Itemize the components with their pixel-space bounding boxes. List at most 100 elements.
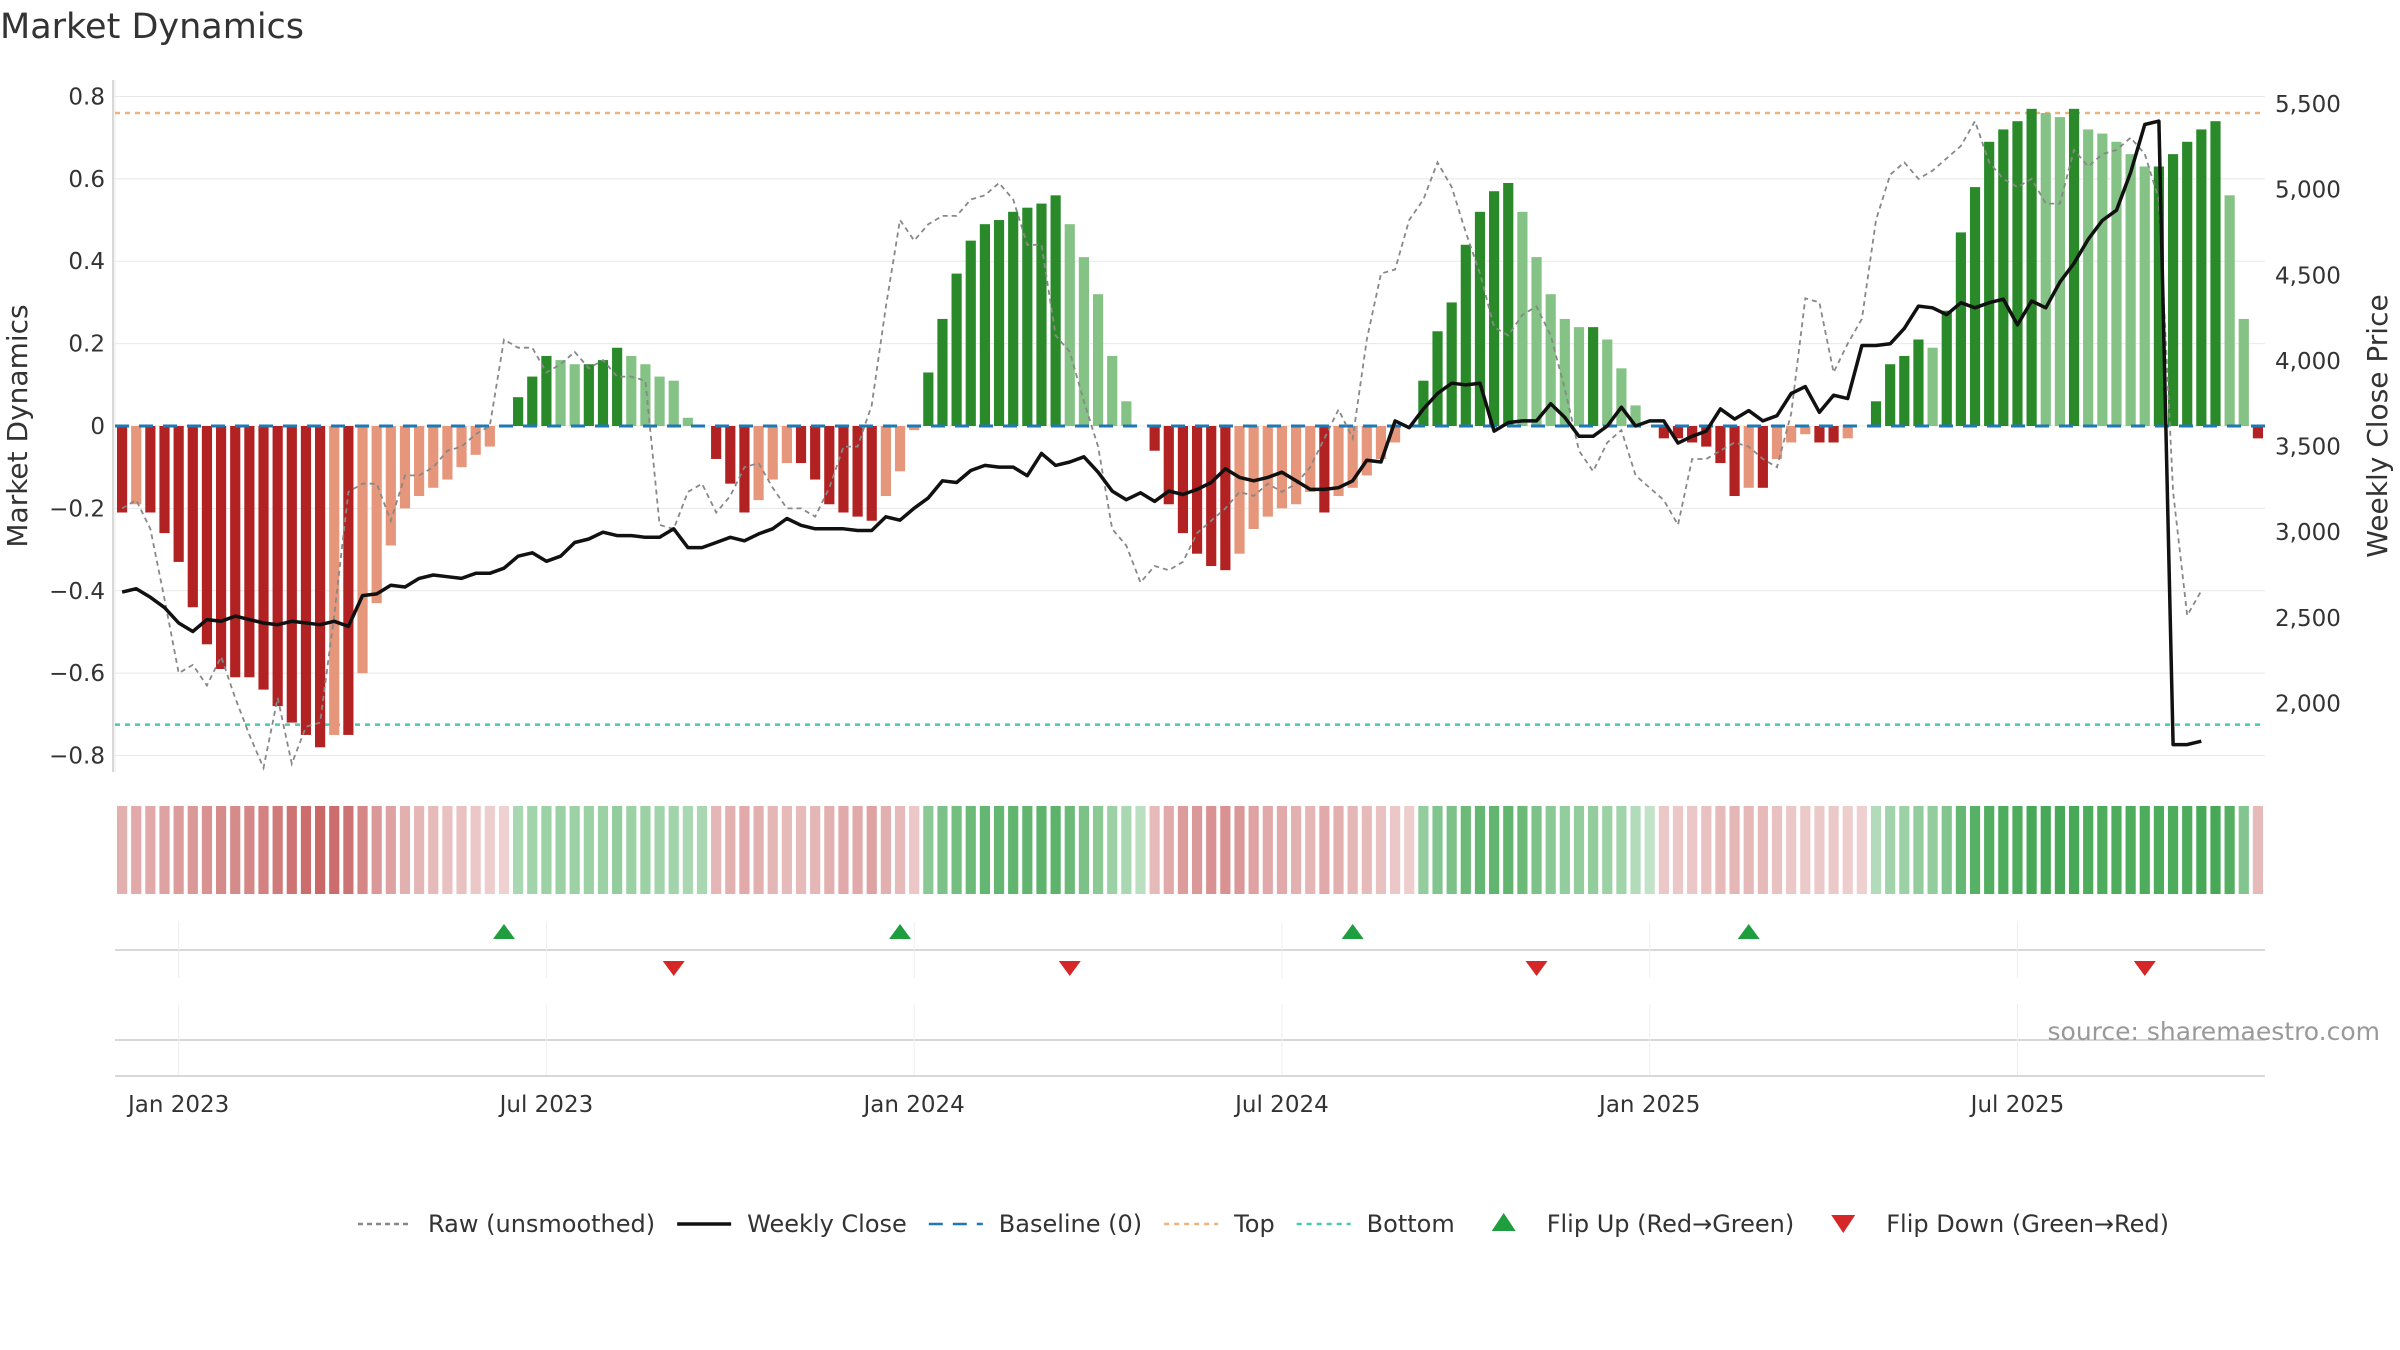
band-cell: [866, 806, 877, 894]
band-cell: [654, 806, 665, 894]
band-cell: [993, 806, 1005, 894]
band-cell: [979, 806, 990, 894]
band-cell: [442, 806, 453, 894]
md-bar: [1984, 141, 1995, 427]
md-bar: [725, 426, 736, 484]
md-bar: [1050, 195, 1061, 426]
md-bar: [1064, 224, 1075, 426]
md-bar: [1418, 380, 1429, 426]
band-cell: [711, 806, 722, 894]
band-cell: [2012, 806, 2023, 894]
md-bar: [1786, 426, 1797, 443]
band-cell: [1460, 806, 1471, 894]
md-bar: [1531, 257, 1542, 426]
band-cell: [1064, 806, 1075, 894]
x-tick-label: Jul 2025: [1969, 1092, 2065, 1118]
band-cell: [484, 806, 495, 894]
band-cell: [315, 806, 326, 894]
md-bar: [569, 364, 580, 426]
md-bar: [145, 426, 156, 513]
band-cell: [824, 806, 835, 894]
band-cell: [1616, 806, 1627, 894]
band-cell: [2111, 806, 2122, 894]
md-bar: [116, 426, 128, 513]
band-cell: [1602, 806, 1613, 894]
md-bar: [1361, 426, 1372, 476]
band-cell: [1630, 806, 1641, 894]
band-cell: [1191, 806, 1203, 894]
band-cell: [1729, 806, 1740, 894]
legend-label: Weekly Close: [747, 1210, 907, 1238]
md-bar: [1319, 426, 1330, 513]
md-bar: [1870, 401, 1882, 426]
md-bar: [1163, 426, 1174, 505]
md-bar: [1517, 211, 1528, 426]
md-bar: [244, 426, 255, 678]
md-bar: [357, 426, 368, 674]
band-cell: [1503, 806, 1514, 894]
lines-layer: [115, 119, 2265, 771]
band-cell: [2196, 806, 2207, 894]
band-cell: [286, 806, 297, 894]
legend-item-bottom[interactable]: Bottom: [1296, 1210, 1455, 1238]
band-cell: [1743, 806, 1754, 894]
band-cell: [2068, 806, 2080, 894]
md-bar: [682, 417, 693, 426]
md-bar: [315, 426, 326, 748]
band-cell: [1842, 806, 1853, 894]
band-cell: [696, 806, 708, 894]
md-bar: [1672, 426, 1684, 439]
md-bar: [2111, 141, 2122, 427]
md-bar: [272, 426, 283, 707]
band-cell: [880, 806, 891, 894]
md-bar: [880, 426, 891, 497]
md-bar: [1616, 368, 1627, 426]
legend-item-top[interactable]: Top: [1164, 1210, 1275, 1238]
md-bar: [654, 376, 665, 426]
y-tick-label: −0.2: [49, 496, 105, 522]
md-bar: [2125, 154, 2136, 426]
band-cell: [640, 806, 651, 894]
md-bar: [1757, 426, 1768, 488]
md-bar: [2167, 154, 2179, 426]
band-cell: [1206, 806, 1217, 894]
flip-down-marker: [1525, 961, 1548, 976]
md-bar: [258, 426, 269, 690]
md-bar: [866, 426, 877, 521]
band-cell: [1899, 806, 1910, 894]
legend-item-raw[interactable]: Raw (unsmoothed): [358, 1210, 655, 1238]
legend-item-flip_down[interactable]: Flip Down (Green→Red): [1831, 1210, 2169, 1238]
band-cell: [1404, 806, 1415, 894]
band-cell: [1163, 806, 1174, 894]
band-cell: [1941, 806, 1952, 894]
md-bar: [1955, 232, 1966, 426]
band-cell: [1149, 806, 1160, 894]
md-bar: [909, 426, 920, 431]
legend-item-flip_up[interactable]: Flip Up (Red→Green): [1491, 1210, 1795, 1238]
band-cell: [2083, 806, 2094, 894]
band-cell: [1375, 806, 1387, 894]
md-bar: [428, 426, 439, 488]
md-bar: [230, 426, 241, 678]
band-cell: [1559, 806, 1570, 894]
legend-item-close[interactable]: Weekly Close: [677, 1210, 907, 1238]
md-bar: [852, 426, 863, 517]
md-bar: [753, 426, 764, 501]
md-bar: [1913, 339, 1924, 426]
md-bar: [583, 364, 594, 426]
band-cell: [1644, 806, 1655, 894]
band-cell: [258, 806, 269, 894]
legend[interactable]: Raw (unsmoothed) Weekly Close Baseline (0)…: [358, 1210, 2169, 1238]
band-cell: [1828, 806, 1839, 894]
flip-up-marker: [492, 924, 515, 939]
band-cell: [498, 806, 510, 894]
md-bar: [2097, 133, 2108, 427]
x-tick-label: Jul 2024: [1233, 1092, 1329, 1118]
md-bar: [343, 426, 354, 735]
md-bar: [1446, 302, 1457, 426]
md-bar: [1701, 426, 1712, 447]
legend-item-baseline[interactable]: Baseline (0): [928, 1210, 1142, 1238]
band-cell: [753, 806, 764, 894]
y2-tick-label: 3,000: [2275, 520, 2341, 546]
band-cell: [244, 806, 255, 894]
